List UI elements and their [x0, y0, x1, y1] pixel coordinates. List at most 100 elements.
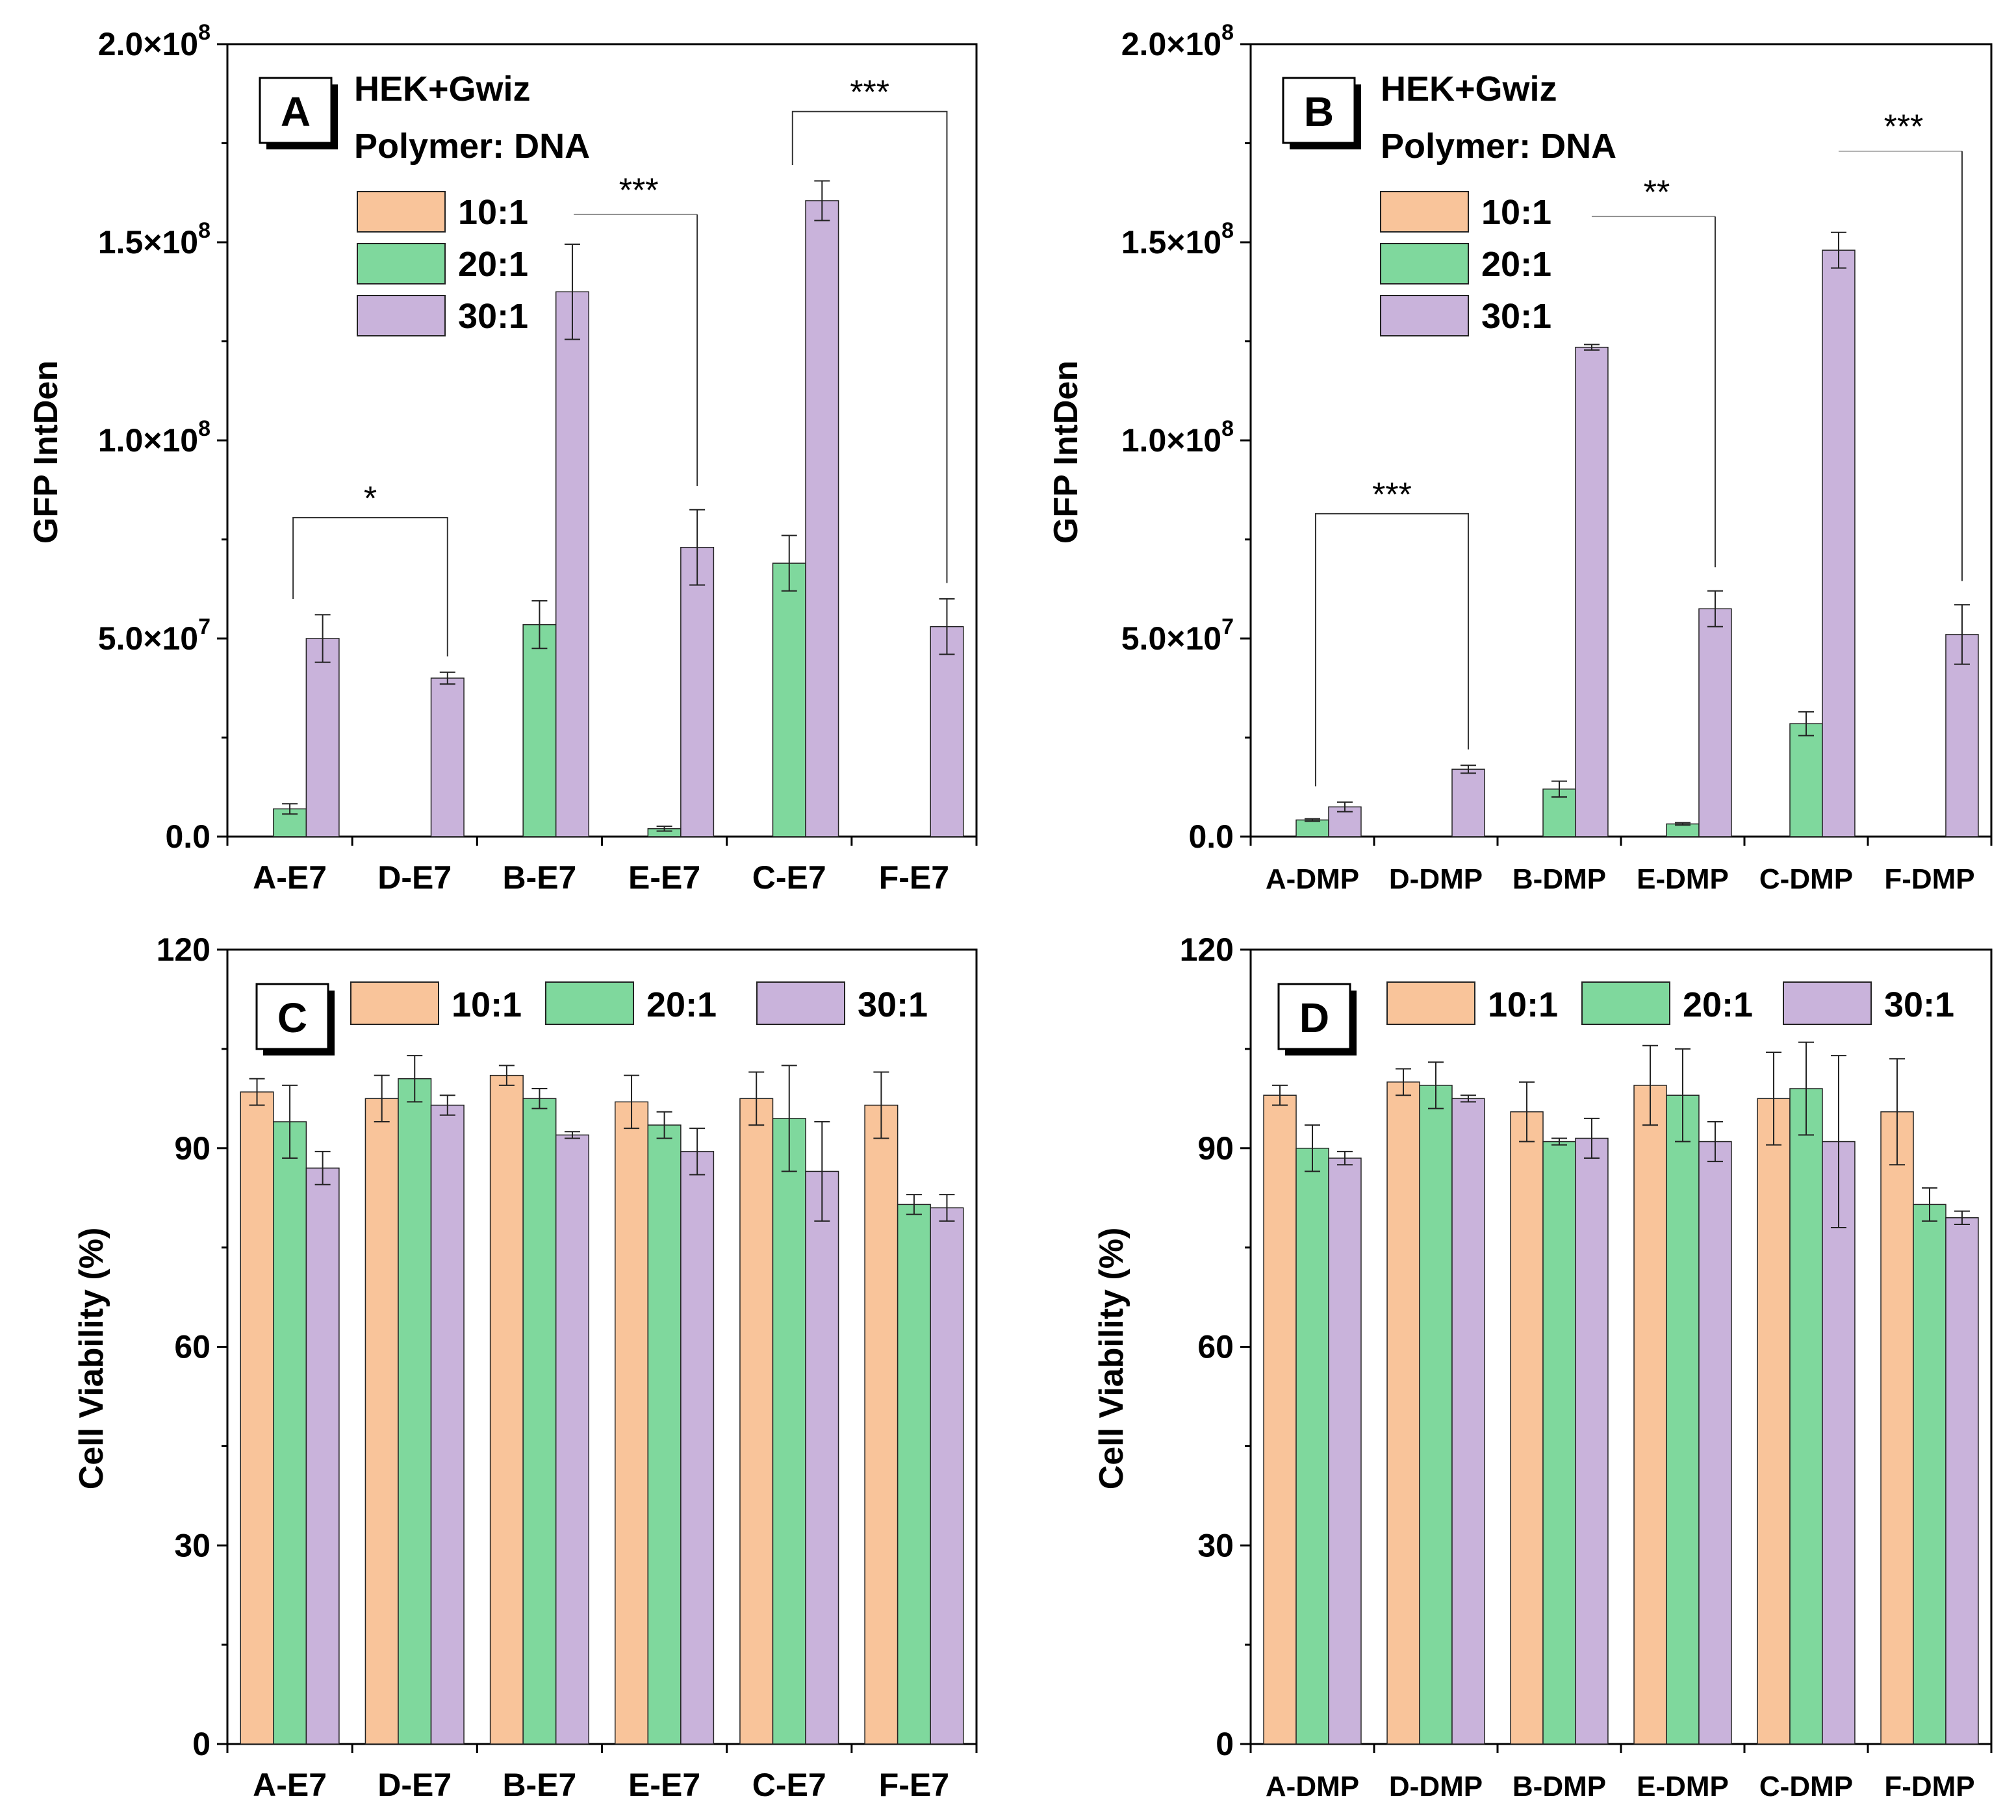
bar-20-1-a-e7 — [273, 808, 307, 837]
legend-label: 30:1 — [858, 985, 928, 1024]
x-tick-label: C-DMP — [1759, 1771, 1853, 1802]
bar-30-1-b-e7 — [555, 1134, 589, 1745]
legend-label: 30:1 — [1481, 297, 1551, 336]
y-tick-label: 120 — [1180, 931, 1234, 968]
legend-label: 20:1 — [1683, 985, 1753, 1024]
bar-10-1-f-dmp — [1880, 1111, 1914, 1745]
legend-label: 20:1 — [458, 245, 528, 284]
significance-label: *** — [850, 74, 889, 112]
panel-letter-box — [1277, 983, 1351, 1050]
panel-letter: D — [1299, 994, 1329, 1041]
bar-20-1-c-e7 — [772, 1118, 806, 1745]
significance-label: *** — [1372, 476, 1412, 514]
legend-label: 10:1 — [1481, 193, 1551, 232]
bar-20-1-d-dmp — [1419, 1085, 1453, 1745]
bar-20-1-b-e7 — [522, 1098, 557, 1745]
bar-10-1-c-e7 — [739, 1098, 774, 1745]
y-tick-label: 90 — [1197, 1130, 1234, 1167]
legend-swatch — [1380, 243, 1469, 284]
legend-swatch — [1380, 191, 1469, 233]
bar-10-1-e-dmp — [1633, 1085, 1667, 1745]
panel-c-viability-e7: 0 30 60 90 120 A-E7 D-E7 B-E7 E-E7 C-E7 F-E7 Cell V… — [73, 931, 978, 1803]
y-tick-label: 0 — [1216, 1726, 1234, 1762]
panel-letter-box — [255, 983, 329, 1050]
y-tick-label: 2.0×108 — [98, 20, 211, 62]
bar-20-1-f-dmp — [1913, 1204, 1946, 1745]
significance-label: ** — [1644, 173, 1670, 211]
bar-30-1-c-dmp — [1822, 1141, 1856, 1745]
legend-swatch — [357, 243, 446, 284]
legend-swatch — [357, 295, 446, 336]
plot-frame — [226, 43, 978, 838]
bar-20-1-c-dmp — [1789, 723, 1823, 837]
bar-30-1-b-e7 — [555, 291, 589, 837]
bar-20-1-b-dmp — [1542, 1141, 1576, 1745]
legend-label: 10:1 — [452, 985, 522, 1024]
bar-10-1-e-e7 — [615, 1101, 649, 1745]
y-tick-label: 30 — [1197, 1527, 1234, 1563]
legend-label: 10:1 — [1488, 985, 1558, 1024]
x-tick-label: F-E7 — [879, 859, 949, 896]
y-tick-label: 1.5×108 — [98, 218, 211, 260]
bar-30-1-f-dmp — [1945, 1217, 1979, 1745]
x-tick-label: D-DMP — [1389, 1771, 1483, 1802]
panel-a-gfp-e7: 0.0 5.0×107 1.0×108 1.5×108 2.0×108 A-E7 D-E7 B… — [27, 20, 978, 896]
x-tick-label: F-DMP — [1884, 1771, 1974, 1802]
x-tick-label: E-E7 — [628, 1767, 700, 1803]
x-tick-label: A-DMP — [1266, 1771, 1359, 1802]
x-tick-label: D-DMP — [1389, 863, 1483, 895]
x-tick-label: B-DMP — [1512, 863, 1606, 895]
y-tick-label: 5.0×107 — [98, 614, 211, 657]
bar-30-1-f-e7 — [930, 1207, 964, 1745]
bar-30-1-a-dmp — [1328, 1157, 1362, 1745]
y-axis-title: GFP IntDen — [1047, 360, 1085, 544]
bar-10-1-c-dmp — [1757, 1098, 1791, 1745]
y-axis-title: Cell Viability (%) — [73, 1228, 110, 1490]
bar-20-1-b-e7 — [522, 624, 557, 837]
bar-30-1-e-e7 — [680, 546, 715, 837]
significance-bracket — [292, 516, 448, 657]
x-tick-label: E-DMP — [1637, 863, 1729, 895]
bar-10-1-a-dmp — [1263, 1094, 1297, 1745]
panel-b-gfp-dmp: 0.0 5.0×107 1.0×108 1.5×108 2.0×108 A-DMP D-DM… — [1047, 20, 1993, 895]
panel-letter-box — [1282, 77, 1356, 144]
legend-swatch — [357, 191, 446, 233]
y-tick-label: 1.0×108 — [1121, 416, 1234, 459]
bar-30-1-e-dmp — [1698, 1141, 1732, 1745]
bar-10-1-b-dmp — [1510, 1111, 1544, 1745]
x-tick-label: B-E7 — [502, 1767, 576, 1803]
y-tick-label: 0 — [192, 1726, 211, 1762]
bar-30-1-b-dmp — [1575, 1137, 1609, 1745]
bar-30-1-b-dmp — [1575, 346, 1609, 837]
bar-30-1-e-e7 — [680, 1151, 715, 1745]
x-tick-label: D-E7 — [377, 1767, 452, 1803]
legend-label: 10:1 — [458, 193, 528, 232]
x-tick-label: E-DMP — [1637, 1771, 1729, 1802]
plot-frame — [1249, 43, 1993, 838]
y-axis-title: GFP IntDen — [27, 360, 65, 544]
significance-label: *** — [1884, 108, 1924, 146]
plot-frame — [226, 948, 978, 1745]
bar-20-1-e-dmp — [1666, 1094, 1700, 1745]
bar-10-1-d-e7 — [364, 1098, 399, 1745]
bar-10-1-a-e7 — [240, 1091, 274, 1745]
significance-bracket — [791, 110, 948, 583]
legend-label: 30:1 — [458, 297, 528, 336]
bar-20-1-e-dmp — [1666, 823, 1700, 837]
x-tick-label: F-E7 — [879, 1767, 949, 1803]
y-tick-label: 90 — [174, 1130, 211, 1167]
bar-20-1-a-dmp — [1295, 1148, 1329, 1745]
plot-frame — [1249, 948, 1993, 1745]
x-tick-label: A-E7 — [253, 1767, 327, 1803]
bar-30-1-e-dmp — [1698, 608, 1732, 837]
y-tick-label: 1.5×108 — [1121, 218, 1234, 260]
y-axis-title: Cell Viability (%) — [1093, 1228, 1130, 1490]
bar-10-1-b-e7 — [489, 1074, 524, 1745]
bar-20-1-f-e7 — [897, 1204, 931, 1745]
bar-30-1-d-e7 — [430, 1104, 465, 1745]
panel-letter: C — [277, 994, 307, 1041]
significance-bracket — [1314, 512, 1469, 787]
legend-swatch — [756, 981, 845, 1025]
x-tick-label: C-E7 — [752, 1767, 826, 1803]
x-tick-label: C-DMP — [1759, 863, 1853, 895]
